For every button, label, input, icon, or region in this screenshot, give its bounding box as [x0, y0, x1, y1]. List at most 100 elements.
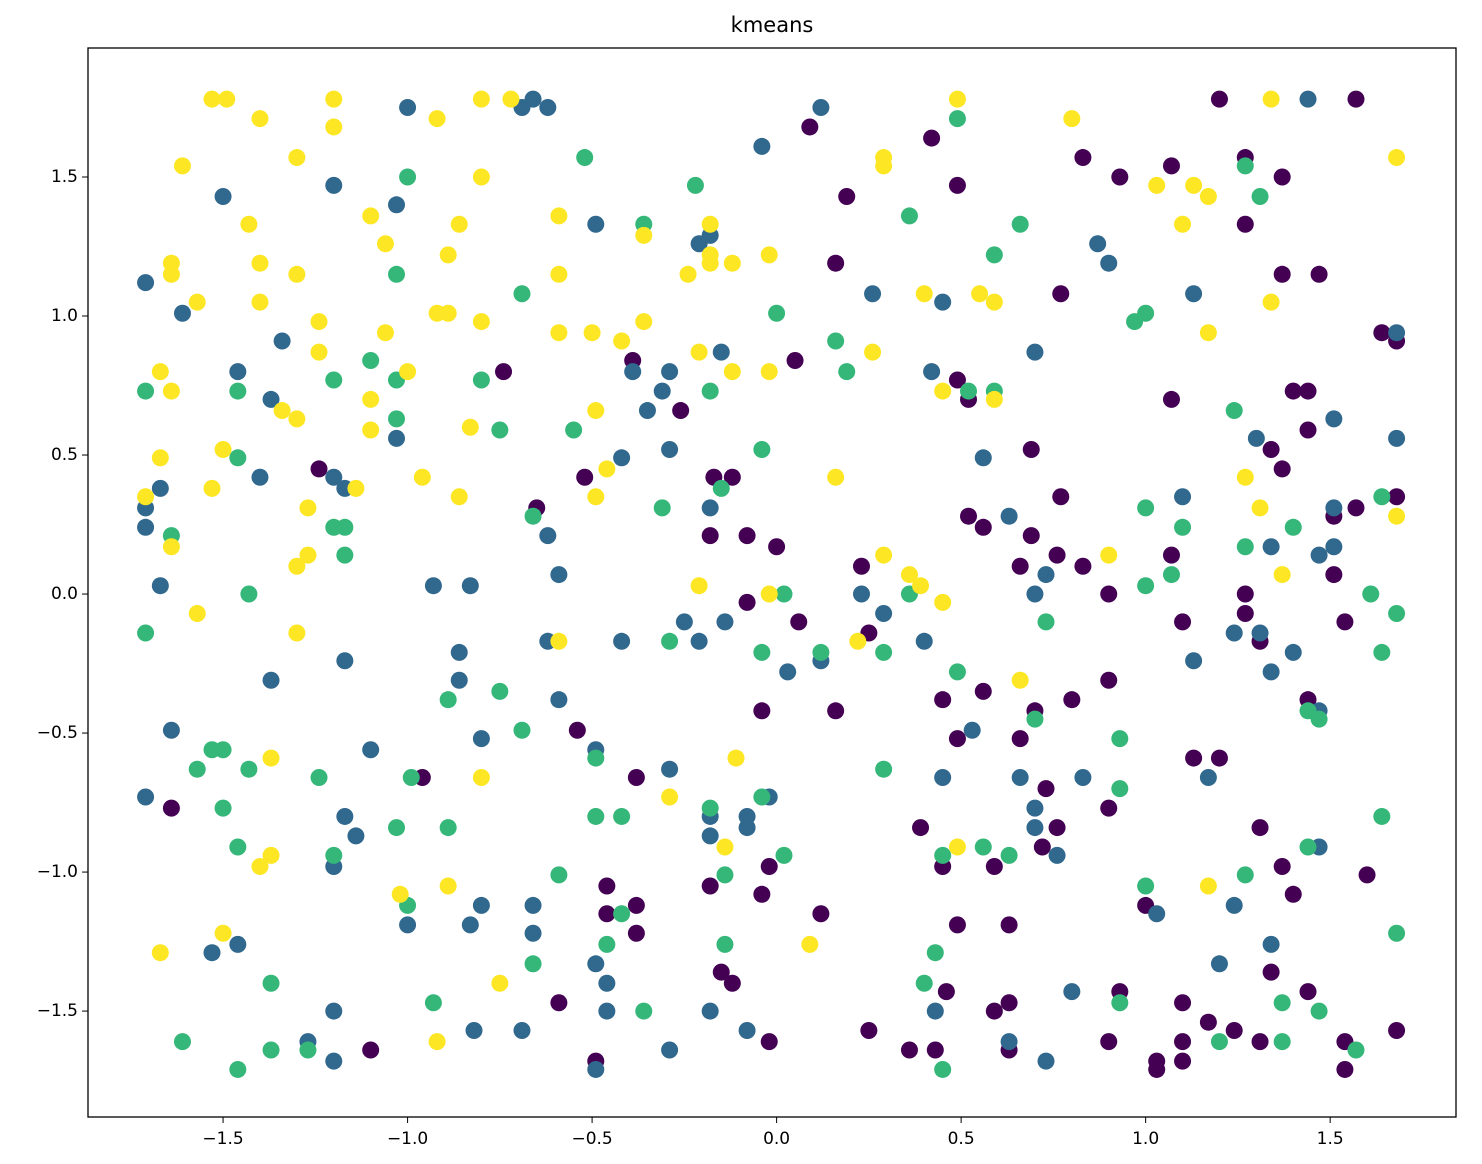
point: [310, 313, 328, 331]
point: [1174, 488, 1192, 506]
point: [388, 429, 406, 447]
point: [860, 1022, 878, 1040]
point: [838, 187, 856, 205]
point: [1000, 1033, 1018, 1051]
point: [985, 293, 1003, 311]
point: [760, 363, 778, 381]
point: [1247, 429, 1265, 447]
point: [576, 149, 594, 167]
point: [214, 440, 232, 458]
point: [598, 935, 616, 953]
point: [852, 585, 870, 603]
point: [1236, 604, 1254, 622]
point: [1100, 1033, 1118, 1051]
point: [661, 788, 679, 806]
point: [1063, 691, 1081, 709]
point: [1236, 538, 1254, 556]
point: [539, 527, 557, 545]
point: [524, 896, 542, 914]
point: [465, 1022, 483, 1040]
point: [450, 488, 468, 506]
point: [299, 499, 317, 517]
point: [1111, 168, 1129, 186]
point: [439, 246, 457, 264]
point: [251, 110, 269, 128]
point: [1299, 382, 1317, 400]
point: [524, 924, 542, 942]
point: [624, 363, 642, 381]
point: [1111, 994, 1129, 1012]
point: [1011, 769, 1029, 787]
y-tick-label: 0.5: [51, 445, 78, 465]
point: [1373, 488, 1391, 506]
point: [827, 702, 845, 720]
point: [937, 983, 955, 1001]
point: [1210, 90, 1228, 108]
x-tick-label: −1.5: [202, 1129, 243, 1149]
point: [1148, 905, 1166, 923]
point: [661, 760, 679, 778]
point: [472, 371, 490, 389]
point: [491, 421, 509, 439]
point: [576, 468, 594, 486]
point: [661, 1041, 679, 1059]
point: [1199, 877, 1217, 895]
point: [1174, 518, 1192, 536]
point: [1236, 468, 1254, 486]
point: [716, 613, 734, 631]
point: [203, 90, 221, 108]
point: [912, 819, 930, 837]
point: [926, 1002, 944, 1020]
point: [1037, 780, 1055, 798]
point: [1236, 585, 1254, 603]
point: [399, 363, 417, 381]
point: [137, 518, 155, 536]
point: [712, 343, 730, 361]
point: [1251, 499, 1269, 517]
point: [1273, 994, 1291, 1012]
point: [1262, 293, 1280, 311]
point: [875, 643, 893, 661]
point: [1251, 819, 1269, 837]
x-tick-label: −0.5: [571, 1129, 612, 1149]
point: [760, 858, 778, 876]
point: [1026, 343, 1044, 361]
point: [768, 538, 786, 556]
point: [251, 858, 269, 876]
point: [362, 741, 380, 759]
point: [1262, 538, 1280, 556]
point: [701, 799, 719, 817]
point: [926, 944, 944, 962]
point: [801, 935, 819, 953]
point: [214, 924, 232, 942]
point: [974, 838, 992, 856]
point: [1174, 1033, 1192, 1051]
point: [653, 382, 671, 400]
point: [701, 1002, 719, 1020]
point: [376, 235, 394, 253]
point: [1174, 1052, 1192, 1070]
point: [336, 546, 354, 564]
point: [812, 98, 830, 116]
point: [985, 1002, 1003, 1020]
point: [472, 730, 490, 748]
point: [565, 421, 583, 439]
point: [864, 343, 882, 361]
point: [1225, 896, 1243, 914]
point: [262, 671, 280, 689]
point: [325, 90, 343, 108]
point: [362, 1041, 380, 1059]
point: [1284, 518, 1302, 536]
point: [635, 313, 653, 331]
point: [760, 246, 778, 264]
point: [1373, 643, 1391, 661]
point: [1011, 671, 1029, 689]
point: [1100, 799, 1118, 817]
point: [915, 285, 933, 303]
point: [1185, 285, 1203, 303]
point: [299, 1041, 317, 1059]
point: [229, 449, 247, 467]
point: [1074, 149, 1092, 167]
point: [1137, 577, 1155, 595]
